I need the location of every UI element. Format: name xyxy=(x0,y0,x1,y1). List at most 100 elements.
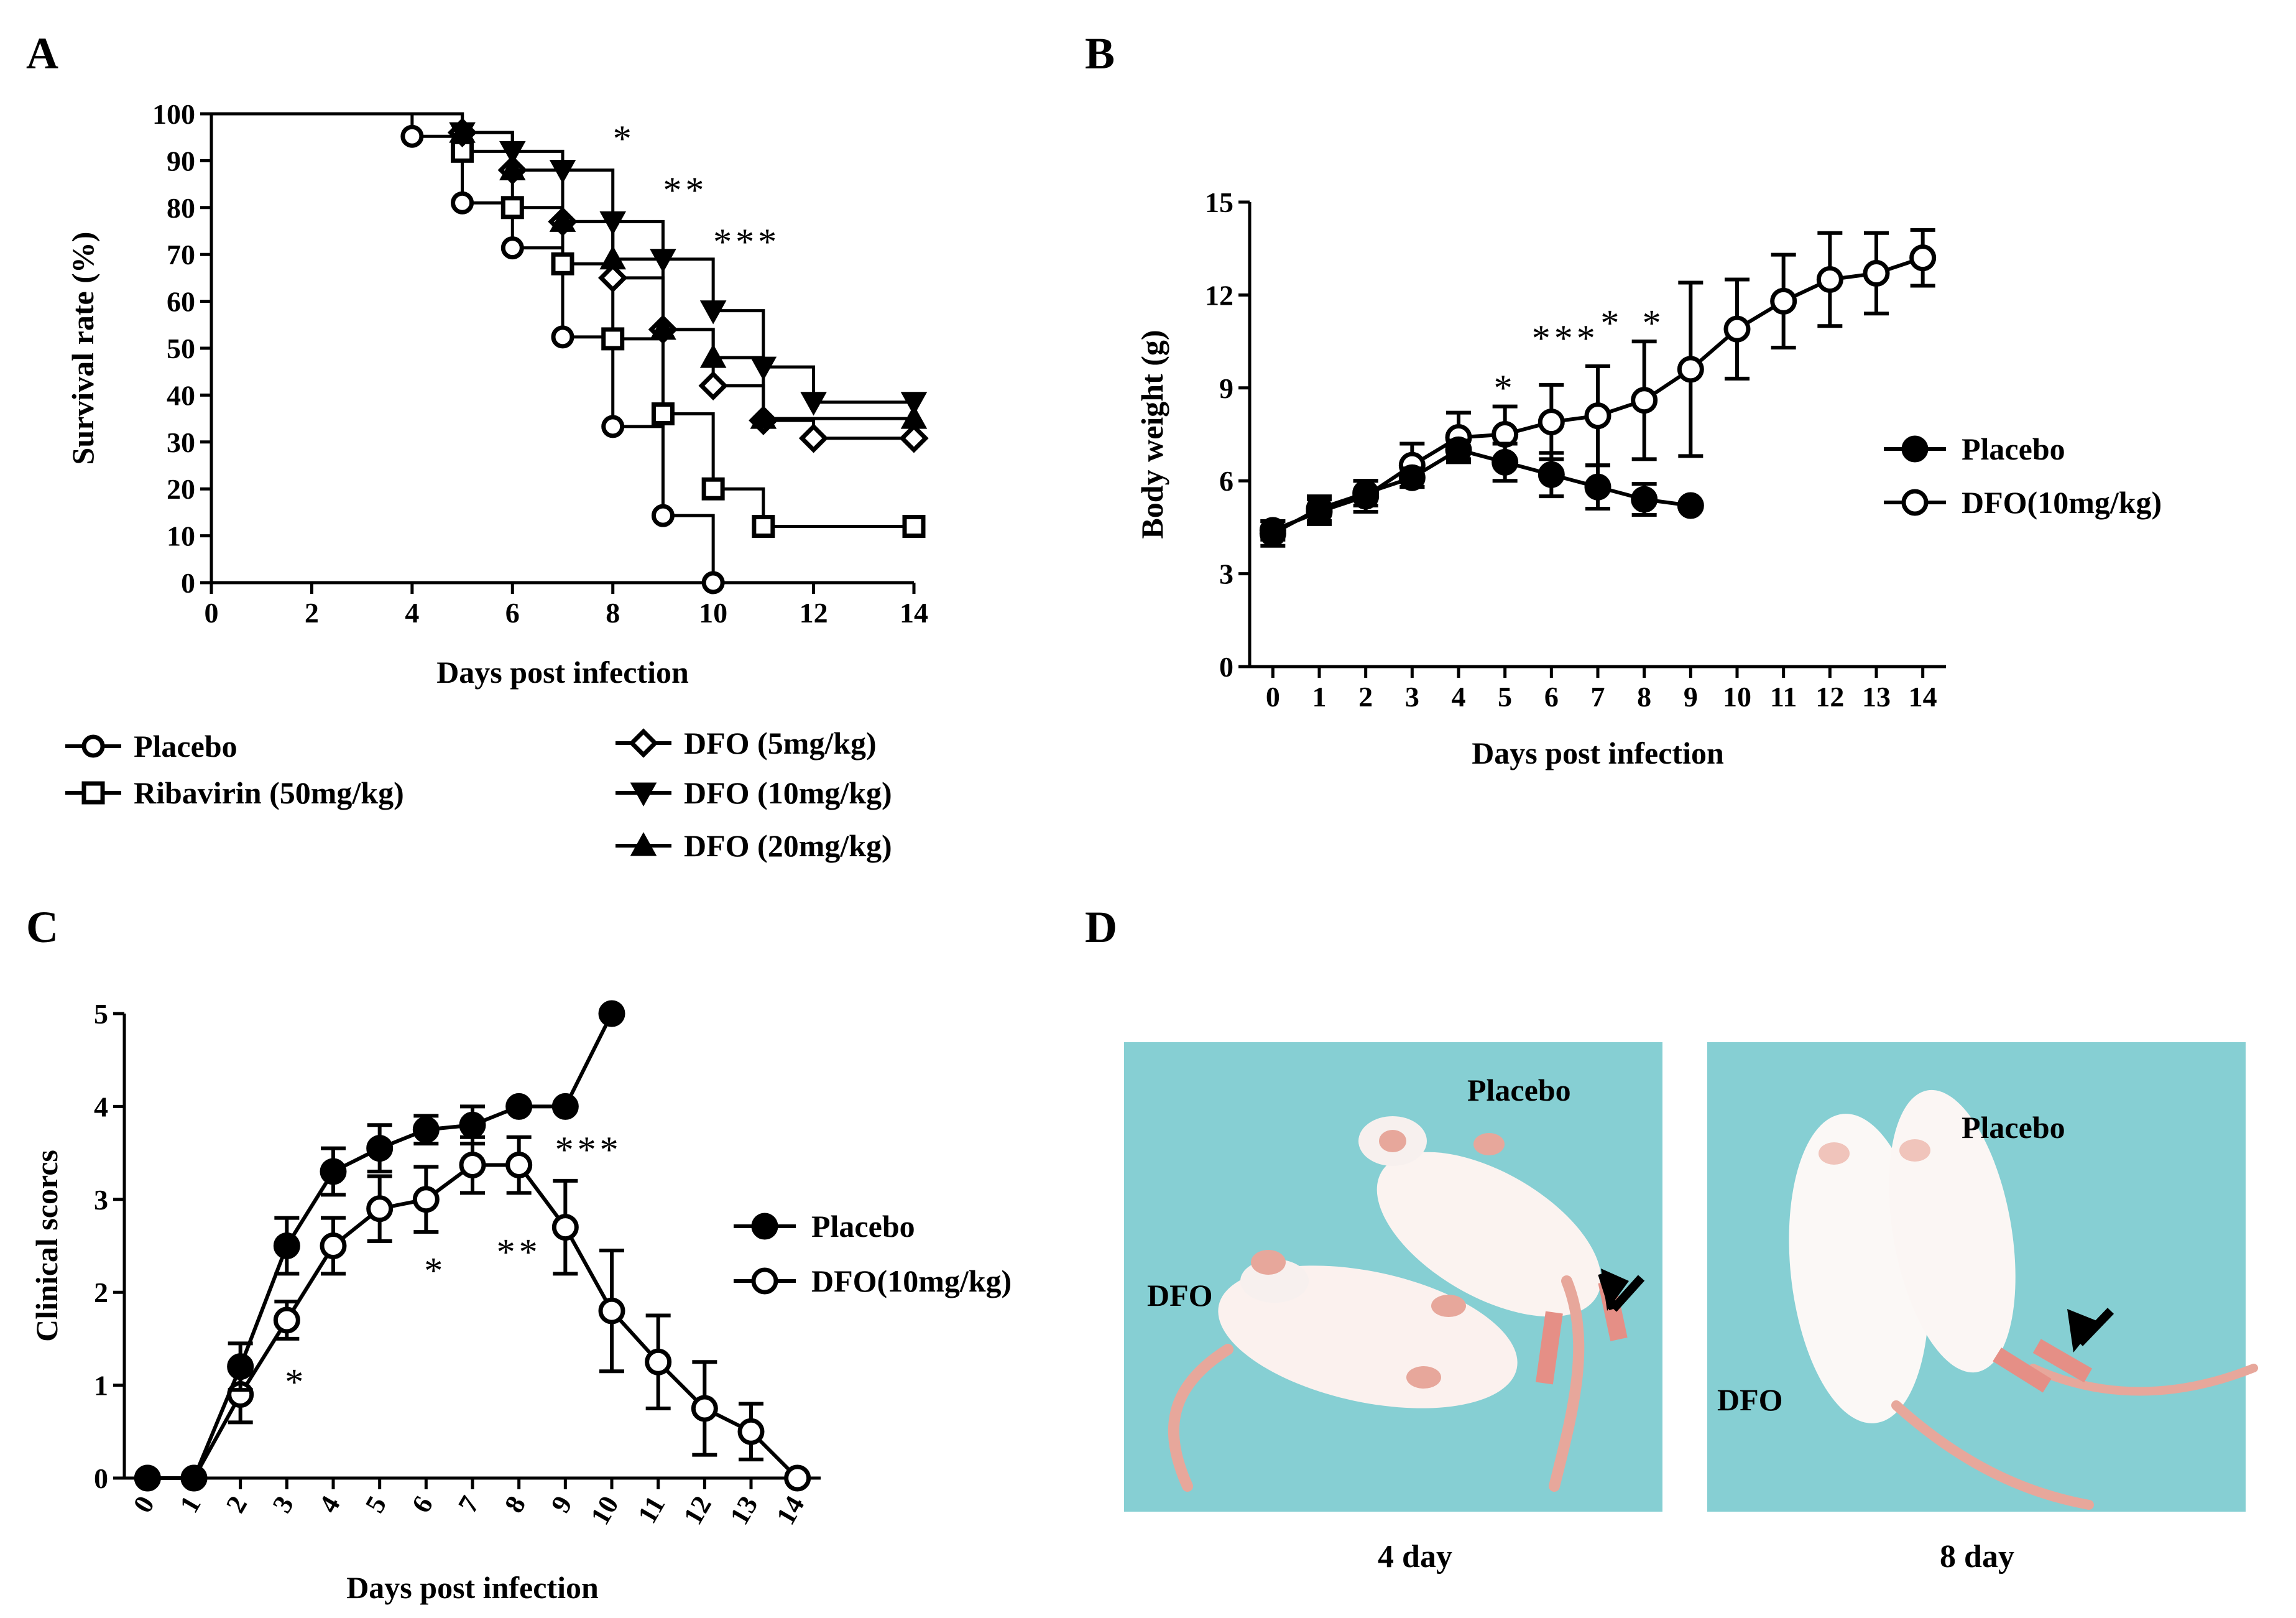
km-step-line xyxy=(211,112,914,529)
x-tick-label: 4 xyxy=(405,597,419,629)
km-step-line xyxy=(211,112,715,583)
photo-8-day-caption: 8 day xyxy=(1940,1539,2014,1574)
y-tick-label: 40 xyxy=(167,379,195,411)
km-point xyxy=(500,236,524,260)
data-point xyxy=(737,1418,765,1445)
x-tick-label: 11 xyxy=(632,1491,671,1529)
x-tick-label: 6 xyxy=(1544,681,1559,713)
significance-label: ** xyxy=(663,170,708,211)
panel-d-label: D xyxy=(1085,902,1117,952)
x-tick-label: 13 xyxy=(1862,681,1891,713)
panel-c-label: C xyxy=(26,902,58,952)
data-point xyxy=(227,1353,254,1380)
panel-a-legend: Placebo Ribavirin (50mg/kg) DFO (5mg/kg) DF… xyxy=(65,726,892,863)
photo-4-day-placebo-label: Placebo xyxy=(1467,1073,1571,1107)
data-point xyxy=(459,1152,486,1179)
data-point xyxy=(273,1232,300,1259)
data-point xyxy=(1306,495,1333,522)
y-tick-label: 90 xyxy=(167,145,195,177)
data-point xyxy=(412,1186,440,1213)
legend-marker xyxy=(81,781,105,805)
x-tick-label: 0 xyxy=(127,1491,160,1519)
x-tick-label: 10 xyxy=(699,597,727,629)
data-point xyxy=(180,1464,208,1492)
legend-marker xyxy=(630,832,657,856)
data-point xyxy=(366,1195,394,1223)
y-tick-label: 1 xyxy=(94,1370,108,1402)
photo-8-day-dfo-label: DFO xyxy=(1717,1382,1783,1417)
data-point xyxy=(551,1093,579,1120)
legend-label: DFO(10mg/kg) xyxy=(811,1264,1012,1298)
panel-b-x-label: Days post infection xyxy=(1472,736,1724,770)
data-point xyxy=(273,1306,300,1334)
km-point xyxy=(601,415,625,438)
significance-label: * xyxy=(1600,302,1623,343)
x-tick-label: 10 xyxy=(1723,681,1751,713)
panel-b-y-label: Body weight (g) xyxy=(1135,330,1169,539)
series-line xyxy=(147,1163,799,1480)
x-tick-label: 7 xyxy=(1591,681,1605,713)
x-tick-label: 12 xyxy=(678,1491,717,1530)
mouse-placebo-4-day xyxy=(1358,1116,1628,1492)
data-point xyxy=(1770,287,1797,315)
km-point xyxy=(699,344,727,368)
data-point xyxy=(366,1135,394,1162)
data-point xyxy=(598,1000,625,1027)
series-dfo-20mg-kg xyxy=(211,112,928,429)
y-tick-label: 2 xyxy=(94,1277,108,1308)
km-point xyxy=(551,252,574,275)
legend-entry-dfo-5mg-kg: DFO (5mg/kg) xyxy=(615,726,877,760)
km-point xyxy=(798,423,829,453)
y-tick-label: 0 xyxy=(1219,651,1233,683)
data-point xyxy=(1816,266,1843,293)
km-point xyxy=(899,423,929,453)
mouse-placebo-8-day xyxy=(1889,1089,2258,1396)
x-tick-label: 5 xyxy=(1498,681,1512,713)
significance-label: ** xyxy=(497,1232,542,1273)
legend-label: Placebo xyxy=(811,1209,915,1244)
x-tick-label: 2 xyxy=(305,597,319,629)
legend-marker xyxy=(1901,489,1929,516)
data-point xyxy=(1631,387,1658,414)
km-point xyxy=(651,402,675,426)
panel-a-marks: ****** xyxy=(211,112,929,594)
x-tick-label: 12 xyxy=(1815,681,1844,713)
series-ribavirin-50mg-kg xyxy=(211,112,926,539)
x-tick-label: 11 xyxy=(1770,681,1797,713)
legend-entry-dfo-20mg-kg: DFO (20mg/kg) xyxy=(615,828,892,863)
data-point xyxy=(1631,486,1658,513)
data-point xyxy=(1863,260,1890,287)
km-point xyxy=(599,245,627,270)
x-tick-label: 14 xyxy=(1909,681,1937,713)
km-point xyxy=(701,477,725,501)
x-tick-label: 2 xyxy=(220,1491,253,1519)
data-point xyxy=(1538,461,1565,488)
photo-8-day: Placebo DFO 8 day xyxy=(1707,1042,2258,1574)
y-tick-label: 5 xyxy=(94,998,108,1030)
km-point xyxy=(752,515,775,539)
km-step-line xyxy=(211,112,914,420)
km-point xyxy=(500,196,524,220)
km-point xyxy=(449,119,476,143)
data-point xyxy=(320,1232,347,1259)
y-tick-label: 4 xyxy=(94,1091,108,1122)
x-tick-label: 8 xyxy=(606,597,620,629)
data-point xyxy=(691,1395,718,1422)
x-tick-label: 6 xyxy=(406,1491,439,1519)
x-tick-label: 0 xyxy=(205,597,219,629)
km-point xyxy=(400,124,424,148)
data-point xyxy=(1584,473,1611,501)
y-tick-label: 80 xyxy=(167,192,195,224)
legend-marker xyxy=(630,782,657,807)
km-point xyxy=(900,392,928,416)
photo-4-day-dfo-label: DFO xyxy=(1147,1278,1213,1313)
x-tick-label: 3 xyxy=(1405,681,1419,713)
km-point xyxy=(598,263,628,293)
series-placebo xyxy=(1259,436,1704,548)
y-tick-label: 9 xyxy=(1219,372,1233,404)
significance-label: * xyxy=(613,118,635,159)
data-point xyxy=(645,1348,672,1375)
